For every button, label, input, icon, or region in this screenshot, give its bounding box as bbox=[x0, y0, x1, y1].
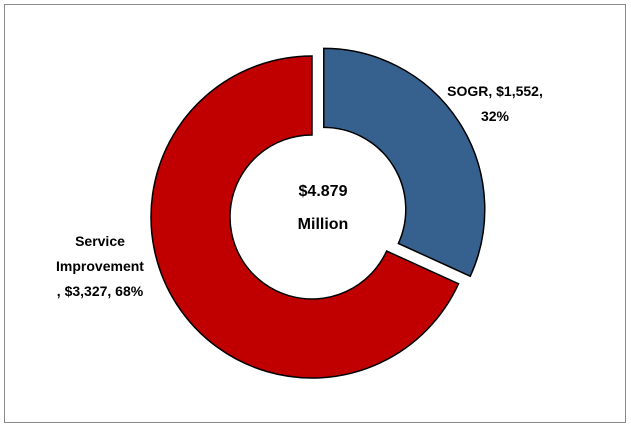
slices-group bbox=[150, 47, 486, 379]
slice-label-sogr-line-1: SOGR, $1,552, bbox=[447, 83, 543, 99]
slice-sogr bbox=[323, 47, 486, 278]
slice-label-service-line-1: Service bbox=[75, 233, 125, 249]
center-label-line-2: Million bbox=[298, 216, 349, 233]
slice-service-improvement bbox=[150, 55, 460, 379]
center-label-line-1: $4.879 bbox=[299, 183, 348, 200]
slice-label-sogr-line-2: 32% bbox=[481, 108, 510, 124]
slice-label-service-line-2: Improvement bbox=[56, 258, 144, 274]
slice-label-service-line-3: , $3,327, 68% bbox=[57, 283, 144, 299]
